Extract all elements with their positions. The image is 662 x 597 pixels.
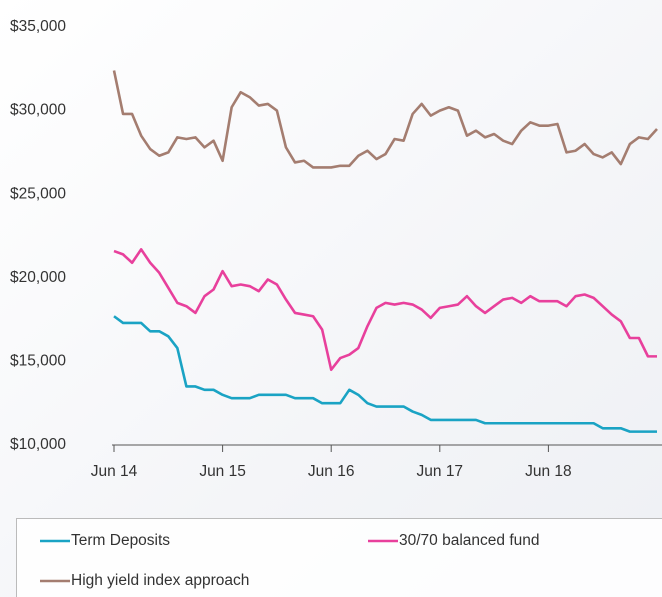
legend-label: Term Deposits xyxy=(71,532,170,549)
legend-label: High yield index approach xyxy=(71,572,249,589)
y-tick-label: $10,000 xyxy=(10,436,66,453)
x-tick-label: Jun 17 xyxy=(417,463,464,480)
y-tick-label: $35,000 xyxy=(10,18,66,35)
y-tick-label: $25,000 xyxy=(10,185,66,202)
y-tick-label: $15,000 xyxy=(10,352,66,369)
x-tick-label: Jun 15 xyxy=(199,463,246,480)
x-tick-label: Jun 16 xyxy=(308,463,355,480)
series-line xyxy=(112,70,658,169)
x-tick-label: Jun 18 xyxy=(525,463,572,480)
legend-box xyxy=(16,518,662,597)
y-tick-label: $30,000 xyxy=(10,102,66,119)
series-line xyxy=(113,248,657,372)
y-tick-label: $20,000 xyxy=(10,269,66,286)
series-line xyxy=(113,315,657,433)
legend-label: 30/70 balanced fund xyxy=(399,532,539,549)
x-tick-label: Jun 14 xyxy=(91,463,138,480)
